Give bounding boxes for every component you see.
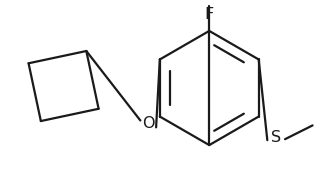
Text: F: F: [205, 7, 214, 22]
Text: O: O: [142, 116, 154, 131]
Text: S: S: [271, 130, 281, 145]
